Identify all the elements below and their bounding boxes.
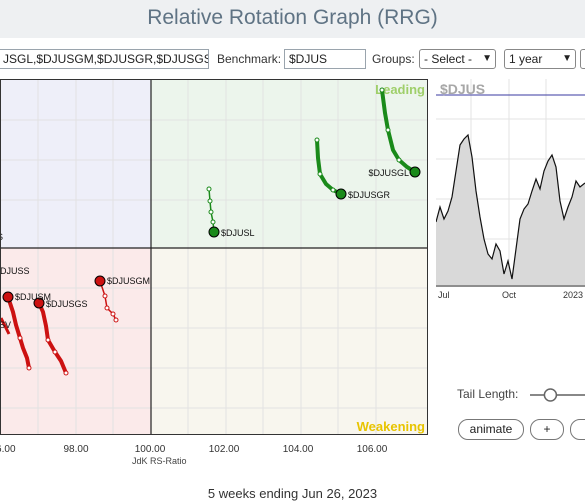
page-title: Relative Rotation Graph (RRG) <box>147 6 438 29</box>
svg-text:$DJUSL: $DJUSL <box>221 228 255 238</box>
x-axis-label: JdK RS-Ratio <box>132 456 187 466</box>
security-djusgm[interactable]: $DJUSGM <box>94 275 150 323</box>
svg-text:$DJUSGM: $DJUSGM <box>107 276 150 286</box>
security-djusgs[interactable]: $DJUSGS <box>33 297 88 376</box>
zoom-out-button[interactable] <box>570 419 585 440</box>
leading-quadrant <box>151 80 427 248</box>
security-sv[interactable]: SV <box>1 317 11 335</box>
period-select[interactable]: 1 year ▼ <box>504 49 576 69</box>
x-tick: 102.00 <box>208 444 240 455</box>
svg-text:$DJUSM: $DJUSM <box>15 292 51 302</box>
security-djusgl[interactable]: $DJUSGL <box>368 87 421 178</box>
groups-label: Groups: <box>372 52 415 66</box>
groups-select-value: - Select - <box>424 52 473 66</box>
benchmark-label: Benchmark: <box>217 52 282 66</box>
groups-select[interactable]: - Select - ▼ <box>419 49 496 69</box>
weakening-label: Weakening <box>357 419 425 434</box>
zoom-in-button[interactable]: + <box>530 419 564 440</box>
x-tick: 100.00 <box>134 444 166 455</box>
x-tick: 106.00 <box>356 444 388 455</box>
overflow-control[interactable] <box>580 49 585 69</box>
x-axis-ticks: 96.00 98.00 100.00 102.00 104.00 106.00 <box>0 444 430 474</box>
controls-bar: JSGL,$DJUSGM,$DJUSGR,$DJUSGS Benchmark: … <box>0 44 585 74</box>
security-s-label[interactable]: S <box>1 232 3 242</box>
rrg-chart: Leading Weakening $DJUSGL $DJUSGR $DJUSL <box>0 79 428 435</box>
svg-text:$DJUSGL: $DJUSGL <box>368 168 409 178</box>
svg-text:SV: SV <box>1 320 11 330</box>
x-tick: 96.00 <box>0 444 16 455</box>
animate-button[interactable]: animate <box>458 419 524 440</box>
leading-label: Leading <box>375 82 425 97</box>
chevron-down-icon: ▼ <box>482 53 492 64</box>
x-tick: 98.00 <box>63 444 89 455</box>
mini-chart-line <box>436 133 585 280</box>
security-djusm[interactable]: $DJUSM <box>2 291 51 371</box>
security-djusl[interactable]: $DJUSL <box>206 186 255 238</box>
chevron-down-icon: ▼ <box>562 53 572 64</box>
svg-text:$DJUSGR: $DJUSGR <box>348 190 391 200</box>
mini-chart-label: $DJUS <box>440 81 486 97</box>
rrg-canvas: Leading Weakening $DJUSGL $DJUSGR $DJUSL <box>1 80 427 434</box>
benchmark-input[interactable]: $DJUS <box>284 49 366 69</box>
weakening-quadrant <box>151 248 427 434</box>
grid-lines <box>1 80 427 434</box>
period-caption: 5 weeks ending Jun 26, 2023 <box>207 486 378 501</box>
mini-x-tick: Oct <box>502 290 517 300</box>
x-tick: 104.00 <box>282 444 314 455</box>
title-bar: Relative Rotation Graph (RRG) <box>0 0 585 38</box>
symbols-input[interactable]: JSGL,$DJUSGM,$DJUSGR,$DJUSGS <box>0 49 209 69</box>
benchmark-mini-chart <box>436 79 585 287</box>
security-djusgr[interactable]: $DJUSGR <box>314 137 391 200</box>
mini-chart-canvas <box>436 79 585 287</box>
tail-length-label: Tail Length: <box>457 387 519 401</box>
period-select-value: 1 year <box>509 52 543 66</box>
security-djuss-label[interactable]: DJUSS <box>1 266 30 276</box>
svg-text:$DJUSGS: $DJUSGS <box>46 299 88 309</box>
mini-x-tick: Jul <box>438 290 450 300</box>
tail-length-slider[interactable] <box>530 386 585 404</box>
mini-chart-area <box>436 135 585 287</box>
slider-thumb[interactable] <box>543 388 558 402</box>
mini-x-tick: 2023 <box>563 290 584 300</box>
